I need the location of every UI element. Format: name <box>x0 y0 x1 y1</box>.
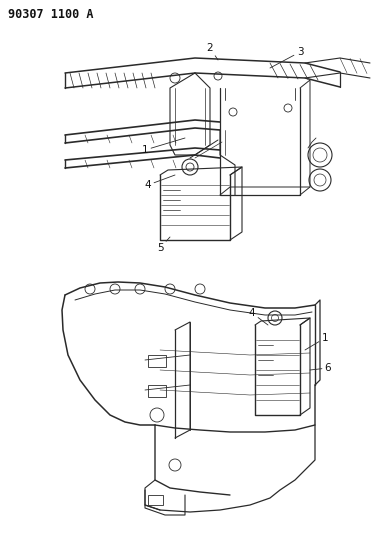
Text: 4: 4 <box>249 308 268 325</box>
Bar <box>148 495 163 505</box>
Bar <box>148 385 166 397</box>
Text: 4: 4 <box>145 175 175 190</box>
Text: 1: 1 <box>142 138 185 155</box>
Text: 1: 1 <box>305 333 328 350</box>
Text: 6: 6 <box>310 363 331 373</box>
Bar <box>148 355 166 367</box>
Text: 2: 2 <box>207 43 218 60</box>
Text: 5: 5 <box>157 237 170 253</box>
Text: 3: 3 <box>270 47 303 68</box>
Text: 90307 1100 A: 90307 1100 A <box>8 8 93 21</box>
